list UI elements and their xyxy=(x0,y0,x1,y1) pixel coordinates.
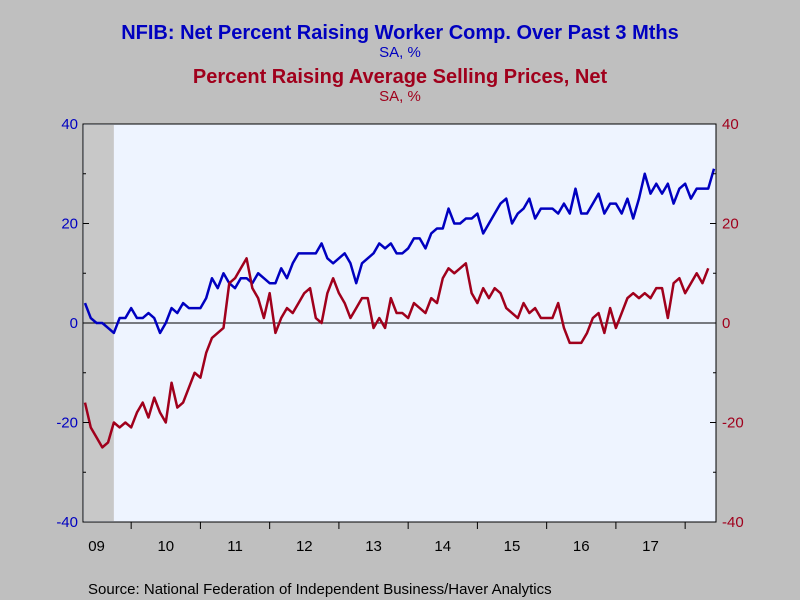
y-tick-label-left: 40 xyxy=(61,116,78,133)
y-tick-label-right: -40 xyxy=(722,514,744,531)
y-tick-label-right: -20 xyxy=(722,415,744,432)
series-line-worker-comp xyxy=(83,168,716,335)
y-tick-label-left: -20 xyxy=(56,415,78,432)
x-tick-label: 12 xyxy=(296,538,313,555)
x-tick-label: 14 xyxy=(434,538,451,555)
x-tick-label: 13 xyxy=(365,538,382,555)
chart-subtitle-2: SA, % xyxy=(379,88,421,105)
x-tick-label: 15 xyxy=(504,538,521,555)
chart-subtitle: SA, % xyxy=(379,44,421,61)
x-tick-label: 09 xyxy=(88,538,105,555)
y-tick-label-right: 20 xyxy=(722,216,739,233)
y-tick-label-left: 20 xyxy=(61,216,78,233)
y-tick-label-left: -40 xyxy=(56,514,78,531)
x-tick-label: 11 xyxy=(227,538,243,555)
x-tick-label: 17 xyxy=(642,538,659,555)
y-tick-label-right: 0 xyxy=(722,315,730,332)
x-tick-label: 16 xyxy=(573,538,590,555)
chart-title-2: Percent Raising Average Selling Prices, … xyxy=(193,66,608,88)
y-tick-label-right: 40 xyxy=(722,116,739,133)
x-tick-label: 10 xyxy=(157,538,174,555)
chart-title: NFIB: Net Percent Raising Worker Comp. O… xyxy=(121,22,679,44)
y-tick-label-left: 0 xyxy=(70,315,78,332)
series-line-selling-prices xyxy=(83,257,710,449)
source-note: Source: National Federation of Independe… xyxy=(88,581,552,598)
